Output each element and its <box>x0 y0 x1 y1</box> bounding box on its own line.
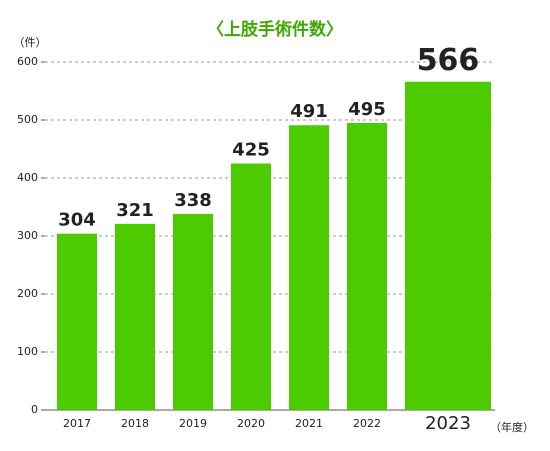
x-tick-label: 2021 <box>295 417 323 430</box>
y-tick-label: 600 <box>17 55 38 68</box>
bar <box>289 125 329 410</box>
bar <box>173 213 213 410</box>
bar <box>405 81 491 410</box>
bar <box>231 163 271 410</box>
y-tick-label: 400 <box>17 171 38 184</box>
bar <box>115 223 155 410</box>
y-axis-label: （件） <box>14 36 47 49</box>
x-tick-label: 2020 <box>237 417 265 430</box>
x-tick-label: 2018 <box>121 417 149 430</box>
bar <box>347 122 387 411</box>
y-tick-label: 100 <box>17 345 38 358</box>
value-label: 566 <box>417 43 480 78</box>
value-label: 304 <box>58 210 96 231</box>
value-label: 321 <box>116 200 154 221</box>
y-tick-label: 200 <box>17 287 38 300</box>
value-label: 425 <box>232 140 270 161</box>
value-label: 495 <box>348 99 386 120</box>
value-label: 338 <box>174 190 212 211</box>
value-label: 491 <box>290 101 328 122</box>
bar <box>57 233 97 410</box>
x-tick-label: 2019 <box>179 417 207 430</box>
x-tick-label: 2023 <box>425 413 471 434</box>
chart-title: 〈上肢手術件数〉 <box>207 19 343 40</box>
y-tick-label: 300 <box>17 229 38 242</box>
y-tick-label: 0 <box>31 403 38 416</box>
x-tick-label: 2017 <box>63 417 91 430</box>
y-tick-label: 500 <box>17 113 38 126</box>
x-axis-label: （年度） <box>490 420 534 434</box>
x-tick-label: 2022 <box>353 417 381 430</box>
